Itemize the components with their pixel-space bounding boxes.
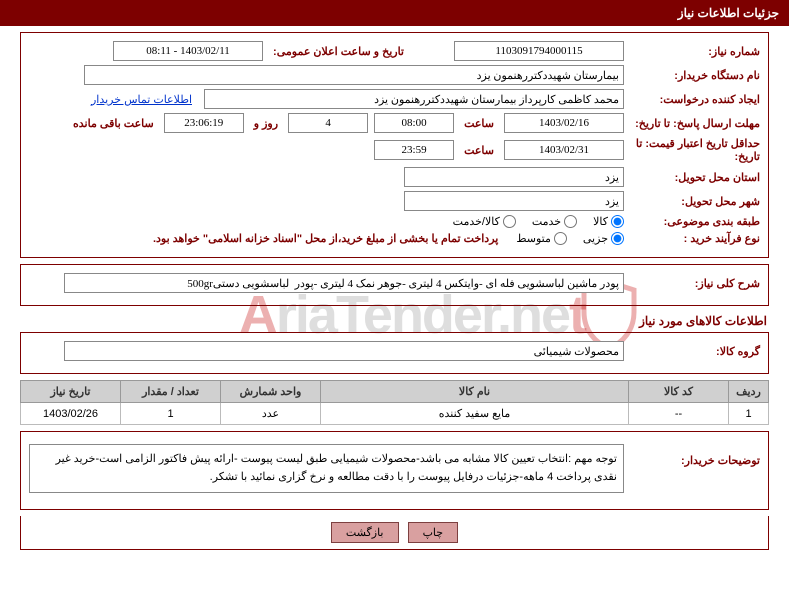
col-unit: واحد شمارش <box>221 381 321 403</box>
cat-service-radio[interactable] <box>564 215 577 228</box>
proc-small-radio[interactable] <box>611 232 624 245</box>
time-label-2: ساعت <box>460 144 498 157</box>
province-field <box>404 167 624 187</box>
page-title: جزئیات اطلاعات نیاز <box>678 6 779 20</box>
buyer-contact-link[interactable]: اطلاعات تماس خریدار <box>91 93 198 106</box>
buyer-label: نام دستگاه خریدار: <box>630 69 760 82</box>
table-header-row: ردیف کد کالا نام کالا واحد شمارش تعداد /… <box>21 381 769 403</box>
buyer-field <box>84 65 624 85</box>
cat-both-option[interactable]: کالا/خدمت <box>453 215 516 228</box>
cat-goods-option[interactable]: کالا <box>593 215 624 228</box>
items-table: ردیف کد کالا نام کالا واحد شمارش تعداد /… <box>20 380 769 425</box>
col-date: تاریخ نیاز <box>21 381 121 403</box>
process-label: نوع فرآیند خرید : <box>630 232 760 245</box>
cell-code: -- <box>629 403 729 425</box>
city-field <box>404 191 624 211</box>
back-button[interactable]: بازگشت <box>331 522 399 543</box>
category-label: طبقه بندی موضوعی: <box>630 215 760 228</box>
cell-qty: 1 <box>121 403 221 425</box>
group-box: گروه کالا: <box>20 332 769 374</box>
proc-small-option[interactable]: جزیی <box>583 232 624 245</box>
deadline-date-field <box>504 113 624 133</box>
page-header: جزئیات اطلاعات نیاز <box>0 0 789 26</box>
table-row: 1 -- مایع سفید کننده عدد 1 1403/02/26 <box>21 403 769 425</box>
col-name: نام کالا <box>321 381 629 403</box>
cell-idx: 1 <box>729 403 769 425</box>
cell-unit: عدد <box>221 403 321 425</box>
days-field <box>288 113 368 133</box>
announce-label: تاریخ و ساعت اعلان عمومی: <box>269 45 408 58</box>
cat-both-radio[interactable] <box>503 215 516 228</box>
validity-label: حداقل تاریخ اعتبار قیمت: تا تاریخ: <box>630 137 760 163</box>
days-label: روز و <box>250 117 282 130</box>
info-box: شماره نیاز: تاریخ و ساعت اعلان عمومی: نا… <box>20 32 769 258</box>
category-group: کالا خدمت کالا/خدمت <box>441 215 624 228</box>
validity-time-field <box>374 140 454 160</box>
group-field <box>64 341 624 361</box>
requester-field <box>204 89 624 109</box>
remaining-field <box>164 113 244 133</box>
announce-field <box>113 41 263 61</box>
buyer-note-text: توجه مهم :انتخاب تعیین کالا مشابه می باش… <box>29 444 624 493</box>
overview-field <box>64 273 624 293</box>
cat-goods-radio[interactable] <box>611 215 624 228</box>
buyer-note-label: توضیحات خریدار: <box>630 440 760 467</box>
overview-box: شرح کلی نیاز: <box>20 264 769 306</box>
proc-medium-option[interactable]: متوسط <box>516 232 567 245</box>
col-idx: ردیف <box>729 381 769 403</box>
col-code: کد کالا <box>629 381 729 403</box>
need-number-field <box>454 41 624 61</box>
province-label: استان محل تحویل: <box>630 171 760 184</box>
cell-date: 1403/02/26 <box>21 403 121 425</box>
deadline-time-field <box>374 113 454 133</box>
cell-name: مایع سفید کننده <box>321 403 629 425</box>
overview-label: شرح کلی نیاز: <box>630 277 760 290</box>
print-button[interactable]: چاپ <box>408 522 459 543</box>
need-number-label: شماره نیاز: <box>630 45 760 58</box>
buyer-note-box: توضیحات خریدار: توجه مهم :انتخاب تعیین ک… <box>20 431 769 510</box>
group-label: گروه کالا: <box>630 345 760 358</box>
process-note: پرداخت تمام یا بخشی از مبلغ خرید،از محل … <box>153 232 498 245</box>
time-label-1: ساعت <box>460 117 498 130</box>
remaining-label: ساعت باقی مانده <box>69 117 158 130</box>
validity-date-field <box>504 140 624 160</box>
process-group: جزیی متوسط <box>504 232 624 245</box>
col-qty: تعداد / مقدار <box>121 381 221 403</box>
footer: چاپ بازگشت <box>20 516 769 550</box>
cat-service-option[interactable]: خدمت <box>532 215 577 228</box>
items-title: اطلاعات کالاهای مورد نیاز <box>22 314 767 328</box>
city-label: شهر محل تحویل: <box>630 195 760 208</box>
requester-label: ایجاد کننده درخواست: <box>630 93 760 106</box>
deadline-label: مهلت ارسال پاسخ: تا تاریخ: <box>630 117 760 130</box>
proc-medium-radio[interactable] <box>554 232 567 245</box>
